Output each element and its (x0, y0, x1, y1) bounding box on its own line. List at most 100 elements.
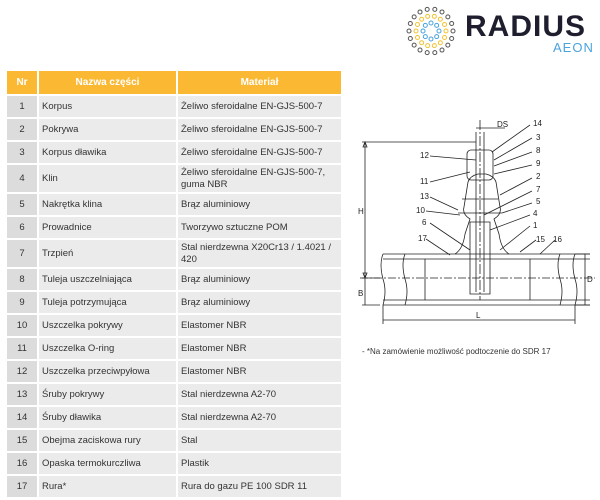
table-row: 17 Rura* Rura do gazu PE 100 SDR 11 (7, 476, 341, 497)
row-nr: 14 (7, 407, 37, 428)
label-l9: 9 (536, 159, 541, 168)
table-row: 1 Korpus Żeliwo sferoidalne EN-GJS-500-7 (7, 96, 341, 117)
row-part-name: Rura* (39, 476, 176, 497)
row-material: Żeliwo sferoidalne EN-GJS-500-7 (178, 142, 341, 163)
row-part-name: Klin (39, 165, 176, 192)
row-part-name: Tuleja potrzymująca (39, 292, 176, 313)
flange-lines (458, 198, 502, 214)
row-part-name: Korpus (39, 96, 176, 117)
label-l6: 6 (422, 218, 427, 227)
row-nr: 15 (7, 430, 37, 451)
brand-sub: AEON (553, 40, 594, 55)
label-l17: 17 (418, 234, 427, 243)
label-l13: 13 (420, 192, 429, 201)
table-row: 2 Pokrywa Żeliwo sferoidalne EN-GJS-500-7 (7, 119, 341, 140)
table-row: 10 Uszczelka pokrywy Elastomer NBR (7, 315, 341, 336)
row-part-name: Tuleja uszczelniająca (39, 269, 176, 290)
row-nr: 4 (7, 165, 37, 192)
label-l4: 4 (533, 209, 538, 218)
row-material: Brąz aluminiowy (178, 194, 341, 215)
label-l15: 15 (536, 235, 545, 244)
row-part-name: Obejma zaciskowa rury (39, 430, 176, 451)
dim-h-b (362, 140, 476, 306)
table-row: 7 Trzpień Stal nierdzewna X20Cr13 / 1.4021… (7, 240, 341, 267)
radius-aeon-logo: RADIUS AEON (403, 6, 593, 56)
label-l14: 14 (533, 119, 542, 128)
dim-l (382, 305, 576, 324)
pipe-insert (424, 259, 531, 300)
row-nr: 16 (7, 453, 37, 474)
table-row: 5 Nakrętka klina Brąz aluminiowy (7, 194, 341, 215)
table-row: 16 Opaska termokurczliwa Plastik (7, 453, 341, 474)
pipe-walls (383, 253, 590, 306)
row-part-name: Śruby pokrywy (39, 384, 176, 405)
table-row: 14 Śruby dławika Stal nierdzewna A2-70 (7, 407, 341, 428)
table-row: 8 Tuleja uszczelniająca Brąz aluminiowy (7, 269, 341, 290)
label-l3: 3 (536, 133, 541, 142)
row-material: Brąz aluminiowy (178, 292, 341, 313)
pipe-breaks (380, 253, 578, 306)
table-row: 12 Uszczelka przeciwpyłowa Elastomer NBR (7, 361, 341, 382)
stem (475, 132, 485, 292)
row-nr: 13 (7, 384, 37, 405)
valve-body (454, 173, 510, 255)
label-l1: 1 (533, 221, 538, 230)
order-note: - *Na zamówienie możliwość podtoczenie d… (362, 347, 551, 356)
row-material: Elastomer NBR (178, 315, 341, 336)
row-nr: 9 (7, 292, 37, 313)
row-nr: 10 (7, 315, 37, 336)
row-part-name: Nakrętka klina (39, 194, 176, 215)
row-material: Żeliwo sferoidalne EN-GJS-500-7, guma NB… (178, 165, 341, 192)
row-nr: 1 (7, 96, 37, 117)
row-material: Stal nierdzewna A2-70 (178, 384, 341, 405)
row-part-name: Opaska termokurczliwa (39, 453, 176, 474)
row-material: Elastomer NBR (178, 338, 341, 359)
table-row: 11 Uszczelka O-ring Elastomer NBR (7, 338, 341, 359)
label-d: D (587, 275, 593, 284)
table-row: 9 Tuleja potrzymująca Brąz aluminiowy (7, 292, 341, 313)
parts-table: Nr Nazwa części Materiał 1 Korpus Żeliwo s… (5, 69, 343, 499)
label-l7: 7 (536, 185, 541, 194)
label-ds: DS (497, 120, 508, 129)
row-part-name: Prowadnice (39, 217, 176, 238)
header-material: Materiał (178, 71, 341, 94)
label-l8: 8 (536, 146, 541, 155)
row-nr: 17 (7, 476, 37, 497)
row-nr: 7 (7, 240, 37, 267)
header-name: Nazwa części (39, 71, 176, 94)
label-l5: 5 (536, 197, 541, 206)
row-nr: 11 (7, 338, 37, 359)
label-l11: 11 (420, 177, 429, 186)
row-part-name: Uszczelka przeciwpyłowa (39, 361, 176, 382)
row-material: Brąz aluminiowy (178, 269, 341, 290)
row-nr: 3 (7, 142, 37, 163)
label-l12: 12 (420, 151, 429, 160)
row-part-name: Uszczelka pokrywy (39, 315, 176, 336)
label-l16: 16 (553, 235, 562, 244)
table-row: 6 Prowadnice Tworzywo sztuczne POM (7, 217, 341, 238)
leader-lines (425, 124, 556, 256)
row-nr: 8 (7, 269, 37, 290)
row-part-name: Trzpień (39, 240, 176, 267)
row-material: Stal nierdzewna A2-70 (178, 407, 341, 428)
logo-rings-icon (406, 6, 456, 56)
label-b: B (358, 289, 363, 298)
row-material: Tworzywo sztuczne POM (178, 217, 341, 238)
row-part-name: Pokrywa (39, 119, 176, 140)
table-row: 4 Klin Żeliwo sferoidalne EN-GJS-500-7, gu… (7, 165, 341, 192)
row-part-name: Uszczelka O-ring (39, 338, 176, 359)
row-material: Żeliwo sferoidalne EN-GJS-500-7 (178, 119, 341, 140)
dim-d (575, 253, 590, 306)
table-row: 13 Śruby pokrywy Stal nierdzewna A2-70 (7, 384, 341, 405)
brand-name: RADIUS (465, 10, 587, 43)
row-material: Plastik (178, 453, 341, 474)
row-part-name: Korpus dławika (39, 142, 176, 163)
wedge (469, 221, 491, 295)
label-l10: 10 (416, 206, 425, 215)
row-material: Stal (178, 430, 341, 451)
row-nr: 6 (7, 217, 37, 238)
label-h: H (358, 207, 364, 216)
row-material: Stal nierdzewna X20Cr13 / 1.4021 / 420 (178, 240, 341, 267)
gland-body (466, 149, 494, 181)
row-material: Elastomer NBR (178, 361, 341, 382)
